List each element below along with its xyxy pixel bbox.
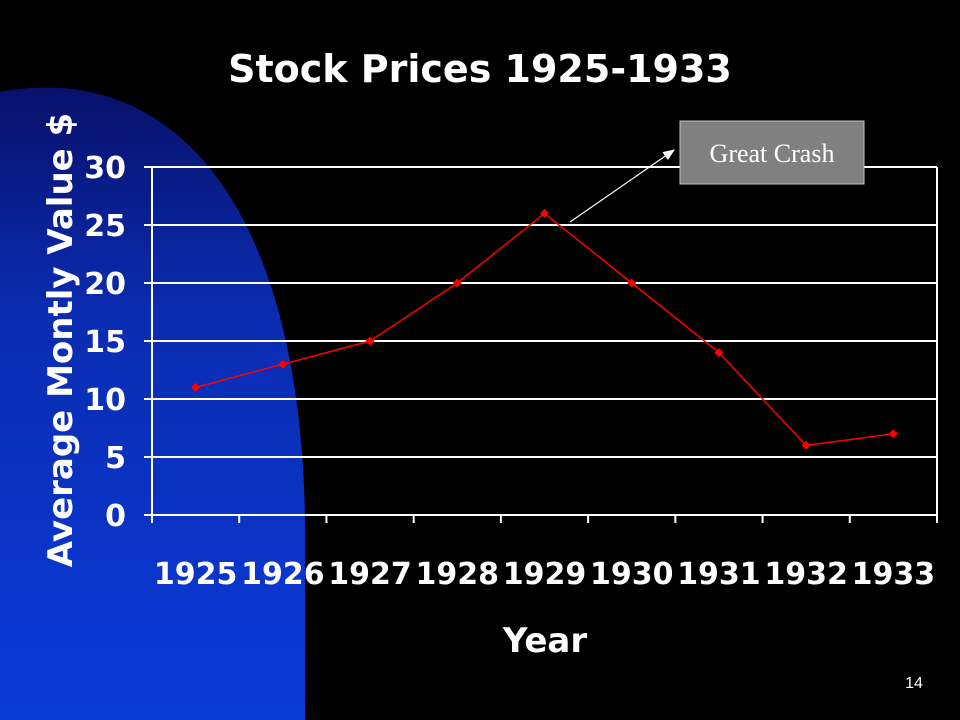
y-tick-label-10: 10	[84, 383, 126, 418]
series-line-0	[195, 212, 894, 447]
great-crash-callout-box	[679, 120, 865, 185]
y-tick-label-15: 15	[84, 325, 126, 360]
x-tick-labels: 1925 1926 1927 1928 1929 1930 1931 1932 1933	[154, 557, 935, 592]
data-point-1926	[278, 359, 288, 369]
chart-title: Stock Prices 1925-1933	[228, 47, 732, 91]
x-tick-label-1928: 1928	[416, 557, 500, 592]
x-tick-label-1930: 1930	[590, 557, 674, 592]
data-point-1928	[452, 278, 462, 288]
data-point-1929	[540, 208, 549, 218]
data-point-1927	[365, 336, 375, 346]
slide-number: 14	[905, 675, 923, 692]
y-tick-label-5: 5	[105, 441, 126, 476]
y-tick-label-25: 25	[84, 209, 126, 244]
y-tick-labels: 0 5 10 15 20 25 30	[84, 151, 126, 534]
x-tick-label-1929: 1929	[503, 557, 587, 592]
y-tick-label-30: 30	[84, 151, 126, 186]
x-tick-label-1925: 1925	[154, 557, 238, 592]
data-point-1930	[627, 278, 637, 288]
y-tick-label-20: 20	[84, 267, 126, 302]
x-axis-title: Year	[502, 621, 588, 661]
x-tick-label-1933: 1933	[852, 557, 936, 592]
axes	[144, 166, 938, 523]
y-tick-label-0: 0	[105, 499, 126, 534]
x-tick-label-1926: 1926	[241, 557, 325, 592]
great-crash-label: Great Crash	[710, 139, 835, 168]
gridlines	[152, 166, 937, 458]
data-point-1925	[191, 382, 201, 392]
data-point-1931	[714, 348, 724, 358]
x-tick-label-1931: 1931	[677, 557, 761, 592]
y-axis-title: Average Montly Value $	[41, 113, 81, 567]
data-point-1932	[801, 440, 811, 450]
data-point-1933	[888, 429, 898, 439]
x-tick-label-1932: 1932	[764, 557, 848, 592]
x-tick-label-1927: 1927	[328, 557, 412, 592]
series-stock-price	[191, 208, 898, 450]
great-crash-arrow	[569, 149, 675, 223]
